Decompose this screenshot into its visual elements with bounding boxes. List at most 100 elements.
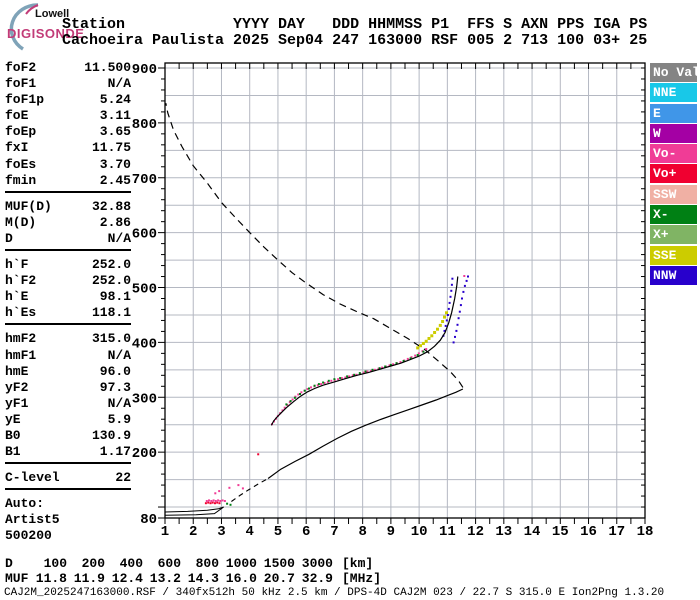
parameter-row: fmin 2.45 [5, 173, 131, 189]
station-col: S 2 [503, 17, 512, 48]
legend-item-label: X+ [653, 227, 669, 243]
parameter-label: h`E [5, 289, 29, 305]
series-f-true-height-profile [267, 388, 464, 479]
station-col-value: 163000 [368, 31, 423, 49]
parameter-value: N/A [107, 395, 131, 411]
distance-unit: [km] [342, 556, 374, 571]
legend-item: Vo- [650, 144, 697, 164]
parameter-label: yF2 [5, 379, 29, 395]
plot-grid [165, 63, 645, 518]
measurement-file-info: CAJ2M_2025247163000.RSF / 340fx512h 50 k… [4, 587, 665, 599]
station-col-header: P1 [431, 16, 450, 33]
parameter-row: hmF1 N/A [5, 348, 131, 364]
parameter-label: hmE [5, 363, 29, 379]
parameter-value: 2.86 [99, 214, 131, 230]
parameter-label: Auto: [5, 496, 45, 512]
svg-text:2: 2 [189, 524, 197, 540]
parameter-value: 32.88 [91, 198, 131, 214]
distance-value: 400 [119, 556, 143, 571]
parameter-row: Artist5 [5, 512, 131, 528]
parameter-row: D N/A [5, 231, 131, 247]
parameter-row: h`E 98.1 [5, 289, 131, 305]
legend-item: NNW [650, 265, 697, 285]
legend-item-label: NNW [653, 267, 677, 283]
muf-value: 11.8 [35, 571, 67, 586]
muf-row: MUF 11.8 11.9 12.4 13.2 14.3 16.0 20.7 32.9 [MH… [5, 572, 381, 586]
svg-text:16: 16 [580, 524, 597, 540]
parameter-label: MUF(D) [5, 198, 52, 214]
station-col-header: IGA [593, 16, 621, 33]
series-f-trace-nnw-o [442, 277, 454, 337]
svg-text:15: 15 [552, 524, 569, 540]
digisonde-logo: Lowell DIGISONDE [2, 2, 102, 52]
svg-text:17: 17 [608, 524, 625, 540]
parameter-row: M(D) 2.86 [5, 215, 131, 231]
legend-item: W [650, 123, 697, 143]
parameter-row: yF2 97.3 [5, 380, 131, 396]
axis-ticks [158, 63, 646, 524]
parameter-value: N/A [107, 76, 131, 92]
parameter-row: foF2 11.500 [5, 60, 131, 76]
muf-value: 13.2 [149, 571, 181, 586]
distance-value: 100 [43, 556, 67, 571]
parameter-value: 2.45 [99, 172, 131, 188]
parameter-row: yE 5.9 [5, 412, 131, 428]
station-col-value: Sep04 [278, 31, 324, 49]
svg-text:11: 11 [439, 524, 456, 540]
station-col-value: 713 [521, 31, 549, 49]
parameter-value: N/A [107, 230, 131, 246]
parameter-row: yF1 N/A [5, 396, 131, 412]
legend-item-label: No Val [653, 65, 700, 80]
legend-item: E [650, 103, 697, 123]
legend-item-label: W [653, 125, 661, 141]
muf-value: 14.3 [187, 571, 219, 586]
parameter-value: 97.3 [99, 379, 131, 395]
station-col: YYYY 2025 [233, 17, 269, 48]
parameter-value: 3.65 [99, 124, 131, 140]
svg-text:400: 400 [132, 336, 157, 352]
parameter-value: 130.9 [91, 427, 131, 443]
station-col: Station Cachoeira Paulista [62, 17, 224, 48]
parameter-row: Auto: [5, 496, 131, 512]
svg-text:4: 4 [246, 524, 254, 540]
muf-value: 20.7 [263, 571, 295, 586]
series-top-vo-minus-echo [463, 275, 466, 277]
muf-value: 12.4 [111, 571, 143, 586]
parameter-label: yE [5, 411, 21, 427]
distance-value: 600 [157, 556, 181, 571]
series-f-trace-nnw-x [452, 275, 469, 344]
parameter-value: N/A [107, 347, 131, 363]
station-col-header: S [503, 16, 513, 33]
legend-item-label: NNE [653, 85, 677, 101]
series-valley-extrapolated-profile [231, 478, 269, 502]
station-col-value: RSF [431, 31, 459, 49]
parameter-value: 22 [115, 470, 131, 486]
station-col-header: HHMMSS [368, 16, 423, 33]
logo-swoosh-icon [9, 3, 39, 51]
logo-digisonde-text: DIGISONDE [7, 26, 85, 41]
station-col-header: PS [629, 16, 648, 33]
parameter-row: MUF(D) 32.88 [5, 199, 131, 215]
legend-item: SSE [650, 245, 697, 265]
parameter-label: h`Es [5, 305, 37, 321]
station-col-value: 2 [503, 31, 513, 49]
series-topside-extrapolated-profile [165, 102, 464, 388]
series-f-trace-x-minus [285, 350, 425, 406]
station-col-header: PPS [557, 16, 585, 33]
station-col-header: DDD [332, 16, 360, 33]
legend-item-label: E [653, 105, 661, 121]
legend-item: X- [650, 205, 697, 225]
parameter-value: 315.0 [91, 331, 131, 347]
parameter-row: B1 1.17 [5, 444, 131, 460]
legend-item: X+ [650, 225, 697, 245]
svg-text:200: 200 [132, 446, 157, 462]
parameter-row [5, 462, 131, 470]
parameter-label: 500200 [5, 528, 52, 544]
svg-text:13: 13 [495, 524, 512, 540]
muf-value: 16.0 [225, 571, 257, 586]
legend-item-label: Vo- [653, 146, 677, 162]
parameter-label: h`F [5, 257, 29, 273]
svg-text:700: 700 [132, 172, 157, 188]
distance-values: 100 200 400 600 800 1000 1500 3000 [29, 557, 333, 571]
